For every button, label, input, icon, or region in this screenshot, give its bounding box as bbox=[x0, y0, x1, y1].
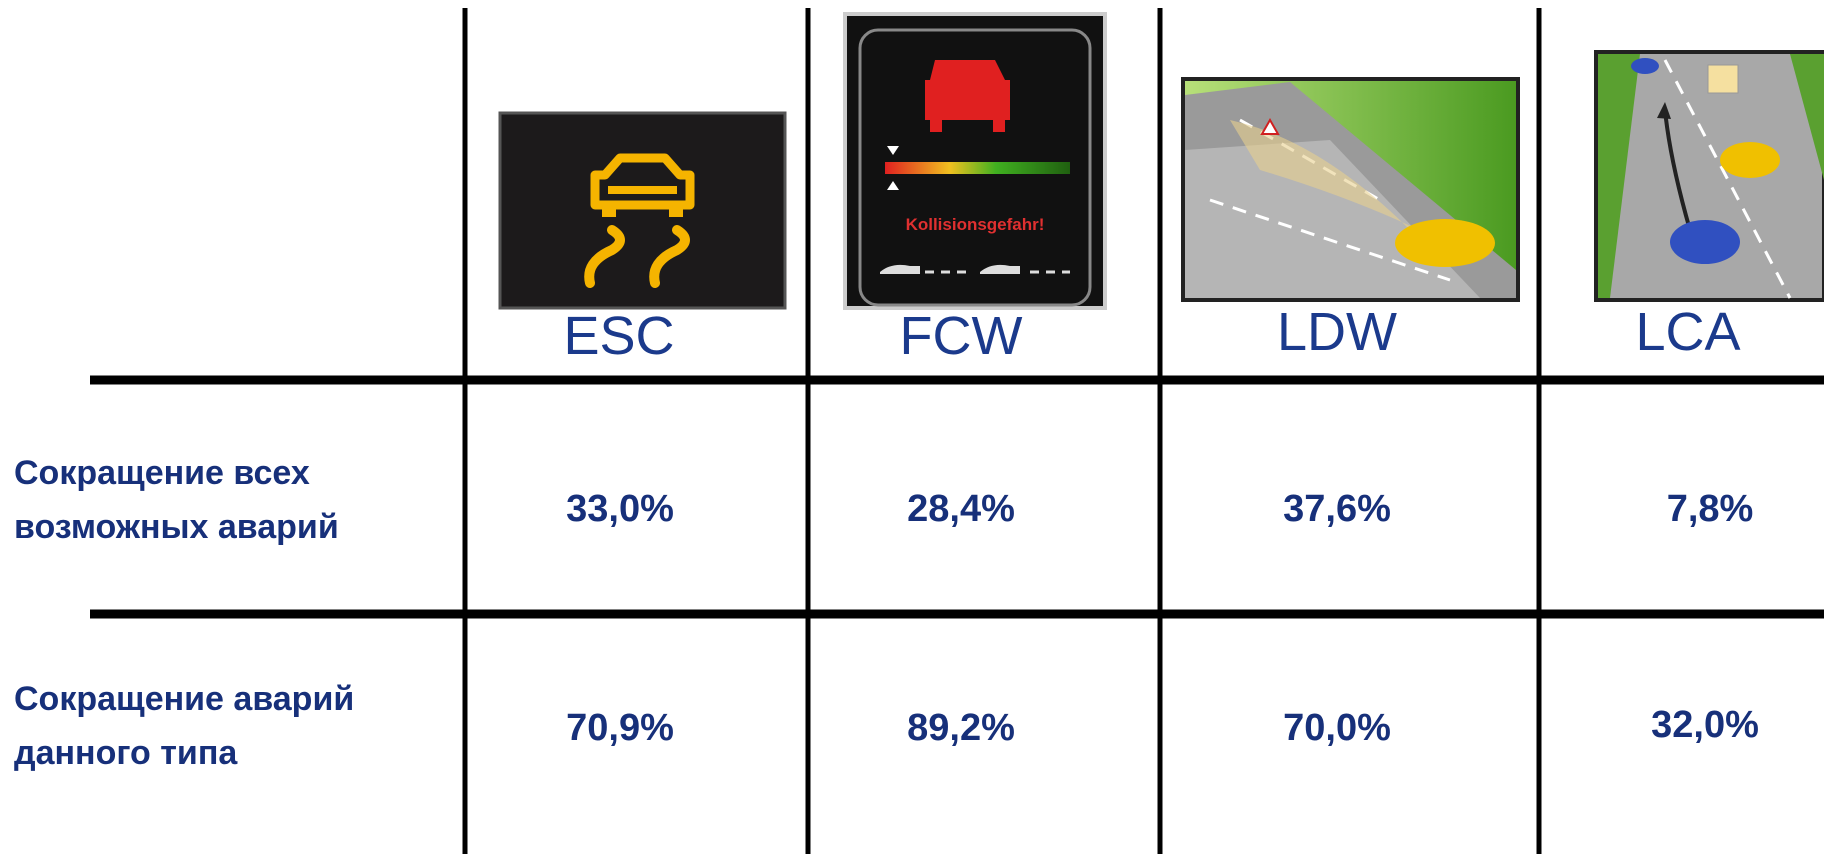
row: Сокращение всех возможных аварий 33,0% 2… bbox=[14, 454, 1753, 546]
row: Сокращение аварий данного типа 70,9% 89,… bbox=[14, 680, 1759, 772]
cell-value: 37,6% bbox=[1283, 488, 1391, 530]
cell-value: 70,0% bbox=[1283, 707, 1391, 749]
header-row: ESC FCW LDW LCA bbox=[563, 302, 1740, 366]
row-label: данного типа bbox=[14, 734, 238, 772]
row-label: Сокращение аварий bbox=[14, 680, 354, 718]
row-label: Сокращение всех bbox=[14, 454, 310, 492]
cell-value: 33,0% bbox=[566, 488, 674, 530]
cell-value: 89,2% bbox=[907, 707, 1015, 749]
column-header: LCA bbox=[1635, 302, 1740, 362]
esc-icon bbox=[498, 111, 787, 310]
column-header: FCW bbox=[900, 306, 1023, 366]
lca-icon bbox=[1594, 50, 1824, 302]
fcw-warning: Kollisionsgefahr! bbox=[906, 215, 1045, 234]
cell-value: 32,0% bbox=[1651, 704, 1759, 746]
cell-value: 70,9% bbox=[566, 707, 674, 749]
fcw-icon: Kollisionsgefahr! bbox=[843, 12, 1107, 310]
ldw-icon bbox=[1181, 77, 1520, 302]
column-header: ESC bbox=[563, 306, 674, 366]
grid bbox=[90, 8, 1824, 854]
cell-value: 7,8% bbox=[1667, 488, 1754, 530]
row-label: возможных аварий bbox=[14, 508, 339, 546]
cell-value: 28,4% bbox=[907, 488, 1015, 530]
column-header: LDW bbox=[1277, 302, 1397, 362]
